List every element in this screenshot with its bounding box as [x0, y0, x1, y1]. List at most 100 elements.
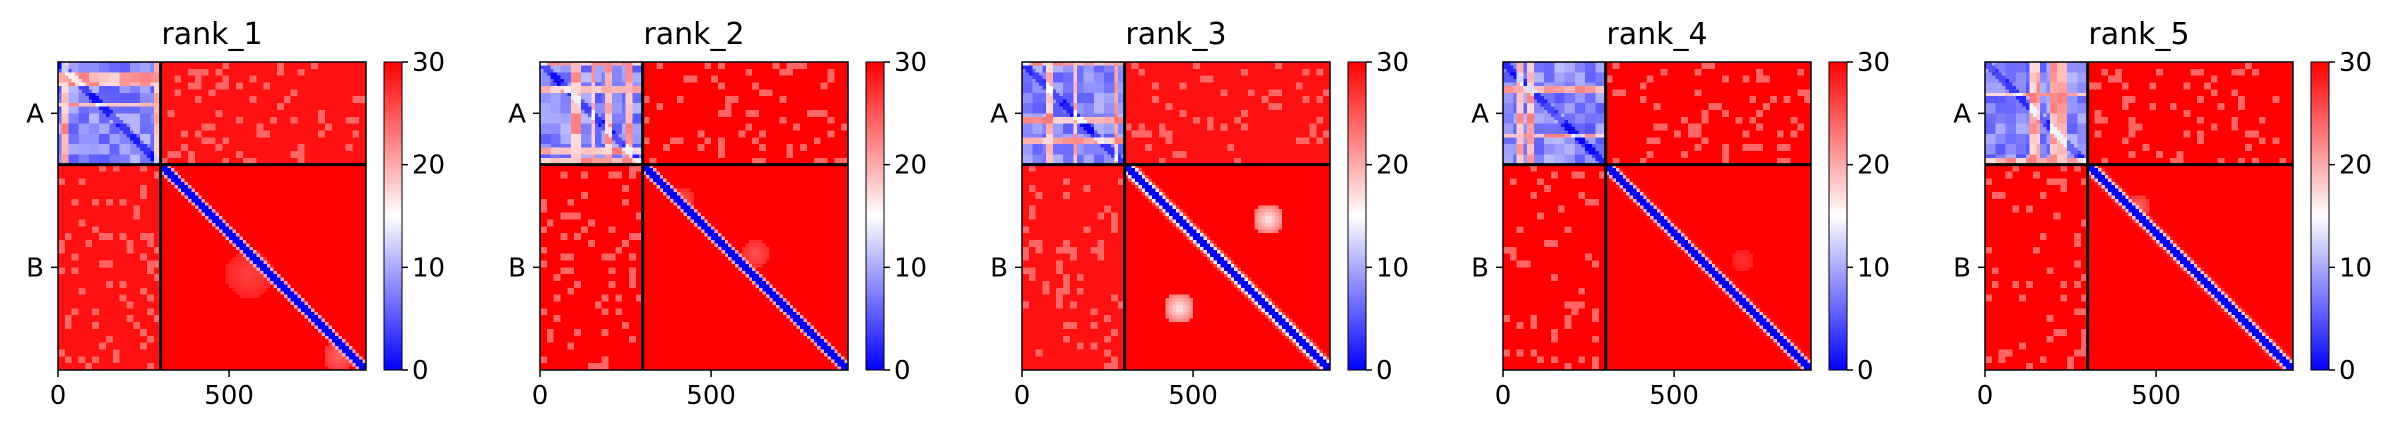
heatmap-cell: [99, 62, 104, 67]
heatmap-cell: [318, 127, 323, 132]
heatmap-cell: [58, 99, 63, 104]
heatmap-cell: [123, 250, 128, 255]
heatmap-cell: [263, 79, 268, 84]
heatmap-cell: [280, 205, 285, 210]
heatmap-cell: [352, 202, 357, 207]
heatmap-cell: [167, 147, 172, 152]
heatmap-cell: [99, 144, 104, 149]
heatmap-cell: [174, 62, 179, 67]
heatmap-cell: [266, 209, 271, 214]
heatmap-cell: [294, 171, 299, 176]
heatmap-cell: [311, 188, 316, 193]
heatmap-cell: [345, 222, 350, 227]
heatmap-cell: [136, 164, 141, 169]
heatmap-cell: [300, 72, 305, 77]
heatmap-cell: [119, 130, 124, 135]
heatmap-cell: [81, 113, 86, 118]
heatmap-cell: [201, 246, 206, 251]
heatmap-cell: [92, 72, 97, 77]
heatmap-cell: [181, 226, 186, 231]
heatmap-cell: [324, 123, 329, 128]
heatmap-cell: [256, 178, 261, 183]
heatmap-cell: [92, 250, 97, 255]
heatmap-cell: [263, 243, 268, 248]
heatmap-cell: [95, 174, 100, 179]
heatmap-cell: [112, 62, 117, 67]
heatmap-cell: [109, 171, 114, 176]
heatmap-cell: [232, 216, 237, 221]
heatmap-cell: [188, 202, 193, 207]
heatmap-cell: [212, 178, 217, 183]
heatmap-cell: [143, 236, 148, 241]
heatmap-cell: [277, 174, 282, 179]
heatmap-cell: [307, 174, 312, 179]
heatmap-cell: [146, 103, 151, 108]
heatmap-cell: [294, 154, 299, 159]
heatmap-cell: [273, 164, 278, 169]
heatmap-cell: [348, 140, 353, 145]
heatmap-cell: [307, 192, 312, 197]
heatmap-cell: [194, 140, 199, 145]
heatmap-cell: [184, 164, 189, 169]
heatmap-cell: [177, 222, 182, 227]
heatmap-cell: [188, 137, 193, 142]
heatmap-cell: [81, 75, 86, 80]
heatmap-cell: [212, 130, 217, 135]
heatmap-cell: [314, 192, 319, 197]
heatmap-cell: [112, 164, 117, 169]
heatmap-cell: [331, 209, 336, 214]
heatmap-cell: [290, 92, 295, 97]
heatmap-cell: [273, 192, 278, 197]
heatmap-cell: [164, 127, 169, 132]
heatmap-cell: [143, 178, 148, 183]
heatmap-cell: [198, 75, 203, 80]
heatmap-cell: [174, 103, 179, 108]
heatmap-cell: [280, 219, 285, 224]
heatmap-cell: [338, 168, 343, 173]
heatmap-cell: [188, 236, 193, 241]
heatmap-cell: [181, 65, 186, 70]
heatmap-cell: [102, 250, 107, 255]
heatmap-cell: [212, 195, 217, 200]
heatmap-cell: [218, 79, 223, 84]
heatmap-cell: [246, 212, 251, 217]
heatmap-cell: [355, 222, 360, 227]
heatmap-cell: [307, 82, 312, 87]
heatmap-cell: [324, 219, 329, 224]
heatmap-cell: [205, 113, 210, 118]
heatmap-cell: [266, 171, 271, 176]
heatmap-cell: [273, 178, 278, 183]
heatmap-cell: [307, 89, 312, 94]
heatmap-cell: [235, 109, 240, 114]
heatmap-cell: [307, 195, 312, 200]
heatmap-cell: [294, 72, 299, 77]
heatmap-cell: [263, 205, 268, 210]
heatmap-cell: [112, 212, 117, 217]
heatmap-cell: [201, 116, 206, 121]
heatmap-cell: [119, 89, 124, 94]
heatmap-cell: [167, 103, 172, 108]
heatmap-cell: [64, 209, 69, 214]
heatmap-cell: [129, 120, 134, 125]
heatmap-cell: [355, 103, 360, 108]
heatmap-cell: [133, 216, 138, 221]
heatmap-cell: [81, 106, 86, 111]
heatmap-cell: [123, 226, 128, 231]
heatmap-cell: [129, 195, 134, 200]
heatmap-cell: [249, 62, 254, 67]
heatmap-cell: [116, 168, 121, 173]
heatmap-cell: [153, 229, 158, 234]
heatmap-cell: [71, 178, 76, 183]
heatmap-cell: [253, 109, 258, 114]
heatmap-cell: [359, 133, 364, 138]
heatmap-cell: [64, 85, 69, 90]
heatmap-cell: [307, 171, 312, 176]
heatmap-cell: [150, 96, 155, 101]
heatmap-cell: [205, 140, 210, 145]
heatmap-cell: [229, 150, 234, 155]
heatmap-cell: [218, 243, 223, 248]
heatmap-cell: [259, 185, 264, 190]
heatmap-cell: [249, 219, 254, 224]
heatmap-cell: [318, 92, 323, 97]
heatmap-cell: [232, 123, 237, 128]
